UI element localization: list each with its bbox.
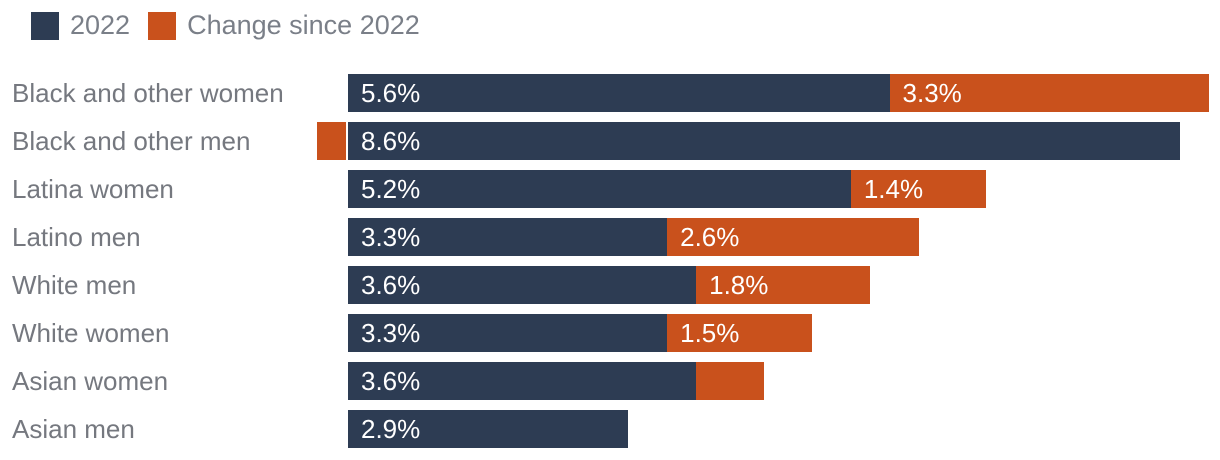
bar-change: 3.3% xyxy=(889,74,1209,112)
bar-track: 8.6% xyxy=(317,122,1220,160)
chart-row: White women 3.3% 1.5% xyxy=(0,314,1220,352)
legend-label-change: Change since 2022 xyxy=(187,10,420,40)
category-label: Latino men xyxy=(12,221,141,252)
chart-row: Black and other men 8.6% xyxy=(0,122,1220,160)
bar-2022-value-label: 2.9% xyxy=(361,414,421,444)
category-label: White women xyxy=(12,317,170,348)
bar-2022: 8.6% xyxy=(348,122,1180,160)
chart-row: White men 3.6% 1.8% xyxy=(0,266,1220,304)
bar-2022: 3.6% xyxy=(348,266,697,304)
bar-2022-value-label: 3.3% xyxy=(361,222,421,252)
bar-change: 2.6% xyxy=(667,218,919,256)
bar-rows: Black and other women 5.6% 3.3% Black an… xyxy=(0,74,1220,448)
bar-change-value-label: 1.8% xyxy=(709,270,769,300)
bar-track: 2.9% xyxy=(348,410,1220,448)
bar-2022: 3.3% xyxy=(348,218,668,256)
bar-change-value-label: 1.4% xyxy=(863,174,924,204)
legend-swatch-change-icon xyxy=(148,11,177,40)
bar-track: 5.6% 3.3% xyxy=(348,74,1220,112)
bar-track: 3.6% 1.8% xyxy=(348,266,1220,304)
legend-item-2022: 2022 xyxy=(31,10,130,41)
legend-item-change: Change since 2022 xyxy=(148,10,420,41)
bar-track: 5.2% 1.4% xyxy=(348,170,1220,208)
chart-row: Asian men 2.9% xyxy=(0,410,1220,448)
bar-track: 3.6% xyxy=(348,362,1220,400)
bar-track: 3.3% 1.5% xyxy=(348,314,1220,352)
category-label: Asian men xyxy=(12,413,135,444)
bar-2022-value-label: 5.2% xyxy=(361,174,421,204)
bar-2022-value-label: 5.6% xyxy=(361,78,421,108)
chart-legend: 2022 Change since 2022 xyxy=(0,0,1220,40)
bar-2022-value-label: 3.3% xyxy=(361,318,421,348)
bar-change: 1.8% xyxy=(696,266,871,304)
chart-row: Latina women 5.2% 1.4% xyxy=(0,170,1220,208)
bar-2022: 3.6% xyxy=(348,362,697,400)
category-label: Black and other men xyxy=(12,125,251,156)
bar-change xyxy=(317,122,346,160)
bar-2022-value-label: 3.6% xyxy=(361,270,421,300)
bar-2022-value-label: 8.6% xyxy=(361,126,421,156)
bar-change-value-label: 3.3% xyxy=(902,78,962,108)
category-label: Latina women xyxy=(12,173,174,204)
category-label: White men xyxy=(12,269,137,300)
category-label: Asian women xyxy=(12,365,169,396)
bar-2022: 3.3% xyxy=(348,314,668,352)
category-label: Black and other women xyxy=(12,77,284,108)
bar-change: 1.4% xyxy=(850,170,987,208)
bar-2022-value-label: 3.6% xyxy=(361,366,421,396)
chart-row: Latino men 3.3% 2.6% xyxy=(0,218,1220,256)
legend-label-2022: 2022 xyxy=(70,10,131,40)
bar-change xyxy=(696,362,764,400)
bar-track: 3.3% 2.6% xyxy=(348,218,1220,256)
bar-change-value-label: 2.6% xyxy=(680,222,740,252)
bar-2022: 2.9% xyxy=(348,410,629,448)
bar-change: 1.5% xyxy=(667,314,813,352)
bar-2022: 5.6% xyxy=(348,74,890,112)
bar-change-value-label: 1.5% xyxy=(680,318,740,348)
chart-row: Black and other women 5.6% 3.3% xyxy=(0,74,1220,112)
bar-2022: 5.2% xyxy=(348,170,851,208)
chart-row: Asian women 3.6% xyxy=(0,362,1220,400)
legend-swatch-2022-icon xyxy=(31,11,59,40)
